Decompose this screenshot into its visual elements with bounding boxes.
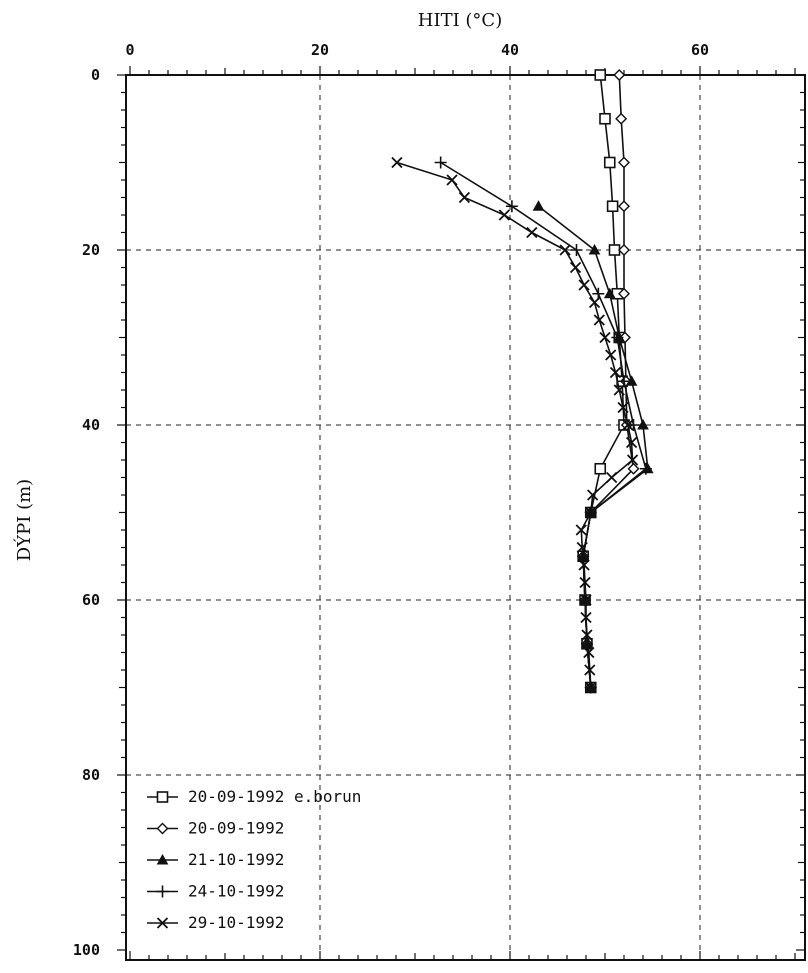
data-point-plus xyxy=(611,331,624,344)
legend-item: 21-10-1992 xyxy=(147,850,284,869)
y-tick-label: 20 xyxy=(82,241,100,259)
data-point-plus xyxy=(627,419,640,431)
legend-label: 24-10-1992 xyxy=(188,882,284,901)
data-point-square xyxy=(594,69,607,81)
x-tick-label: 0 xyxy=(125,41,134,59)
legend-item: 20-09-1992 xyxy=(147,819,284,838)
legend: 20-09-1992 e.borun 20-09-1992 21-10-1992 24… xyxy=(147,787,361,932)
data-point-x xyxy=(581,629,593,641)
legend-label: 20-09-1992 xyxy=(188,819,284,838)
data-point-diamond xyxy=(615,112,628,125)
data-point-x xyxy=(559,244,571,256)
data-point-triangle xyxy=(156,853,169,865)
data-point-x xyxy=(605,349,617,361)
data-point-x xyxy=(569,261,582,274)
y-tick-label: 60 xyxy=(82,591,100,609)
data-point-diamond xyxy=(627,462,640,475)
series-5 xyxy=(391,156,639,694)
data-point-x xyxy=(576,541,588,554)
x-tick-label: 20 xyxy=(311,41,329,59)
data-point-diamond xyxy=(156,822,169,835)
data-point-x xyxy=(606,471,618,484)
data-point-x xyxy=(575,524,587,536)
data-point-plus xyxy=(570,244,583,256)
data-point-triangle xyxy=(637,418,649,430)
data-point-square xyxy=(606,200,619,213)
series-group xyxy=(391,69,654,694)
data-point-plus xyxy=(434,156,447,169)
series-line xyxy=(440,161,647,688)
data-point-triangle xyxy=(603,287,616,299)
data-point-x xyxy=(599,331,611,344)
data-point-plus xyxy=(639,462,652,475)
data-point-x xyxy=(498,209,510,221)
legend-item: 24-10-1992 xyxy=(147,882,284,901)
y-tick-label: 0 xyxy=(91,66,100,84)
data-point-x xyxy=(584,664,596,676)
legend-label: 21-10-1992 xyxy=(188,850,284,869)
x-tick-label: 60 xyxy=(691,41,709,59)
data-point-x xyxy=(526,226,538,239)
legend-item: 20-09-1992 e.borun xyxy=(147,787,361,806)
data-point-x xyxy=(580,611,592,624)
data-point-diamond xyxy=(618,244,630,256)
data-point-x xyxy=(593,314,605,326)
legend-label: 29-10-1992 xyxy=(188,913,284,932)
data-point-x xyxy=(617,401,629,414)
data-point-square xyxy=(608,244,621,256)
plot-frame xyxy=(125,74,806,961)
data-point-diamond xyxy=(618,287,630,300)
x-tick-label: 40 xyxy=(501,41,519,59)
tick-labels: 0 20 40 60 0 20 40 60 80 100 xyxy=(73,41,709,959)
data-point-x xyxy=(578,559,590,571)
y-tick-label: 80 xyxy=(82,766,100,784)
data-point-x xyxy=(622,419,634,431)
data-point-x xyxy=(156,917,169,929)
data-point-square xyxy=(594,462,607,475)
data-point-x xyxy=(585,506,597,519)
data-point-x xyxy=(587,489,599,501)
data-point-x xyxy=(609,366,622,379)
grid-lines xyxy=(126,75,805,960)
data-point-diamond xyxy=(618,200,630,213)
data-point-x xyxy=(579,576,591,589)
data-point-x xyxy=(625,436,638,449)
data-point-x xyxy=(578,279,590,291)
data-point-square xyxy=(603,156,616,169)
data-point-x xyxy=(580,594,592,606)
y-tick-label: 40 xyxy=(82,416,100,434)
data-point-x xyxy=(626,454,639,466)
data-point-triangle xyxy=(588,243,601,255)
data-point-diamond xyxy=(618,156,630,169)
y-tick-label: 100 xyxy=(73,941,100,959)
data-point-plus xyxy=(156,885,169,898)
data-point-x xyxy=(458,191,471,204)
axis-ticks xyxy=(117,66,805,960)
data-point-x xyxy=(585,681,597,694)
x-axis-title: HITI (°C) xyxy=(418,10,502,31)
legend-label: 20-09-1992 e.borun xyxy=(188,787,361,806)
legend-item: 29-10-1992 xyxy=(147,913,284,932)
y-axis-title: DÝPI (m) xyxy=(12,479,35,561)
data-point-x xyxy=(391,156,403,169)
data-point-square xyxy=(599,112,611,125)
data-point-triangle xyxy=(532,200,545,211)
data-point-plus xyxy=(505,200,518,213)
data-point-x xyxy=(613,384,625,396)
data-point-square xyxy=(156,791,169,803)
data-point-diamond xyxy=(613,69,626,81)
data-point-x xyxy=(588,296,601,309)
data-point-x xyxy=(583,646,595,659)
data-point-x xyxy=(446,174,458,186)
